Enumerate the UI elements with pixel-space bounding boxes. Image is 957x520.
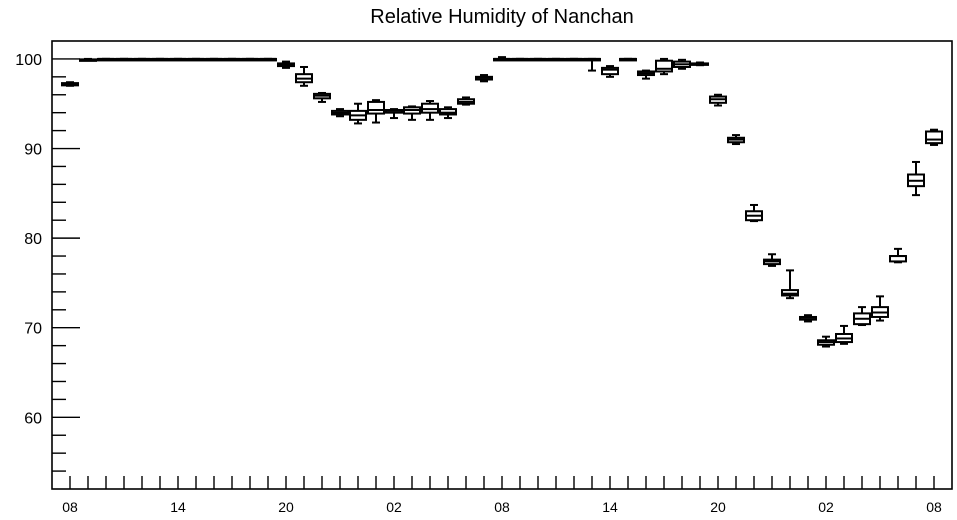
y-tick-label: 100 (15, 52, 42, 69)
box-plot (133, 57, 151, 62)
box-plot (691, 61, 709, 67)
box-plot (493, 56, 511, 62)
box-plot (673, 58, 691, 70)
box-plot (637, 69, 655, 80)
box-plot (745, 203, 763, 223)
box-plot (115, 57, 133, 62)
box-plot (151, 57, 169, 62)
y-tick-label: 60 (24, 410, 42, 427)
box-plot (889, 247, 907, 264)
box-plot (871, 295, 889, 322)
box-plot (565, 57, 583, 62)
box-plot (853, 306, 871, 327)
box-body (367, 100, 385, 115)
box-plot (619, 57, 637, 62)
box-plot (331, 108, 349, 118)
y-tick-label: 70 (24, 321, 42, 338)
box-plot (187, 57, 205, 62)
box-plot (601, 65, 619, 78)
box-series (61, 56, 943, 348)
x-tick-label: 20 (278, 499, 294, 515)
box-plot (439, 106, 457, 120)
box-plot (655, 57, 673, 76)
y-axis: 60 70 80 90 100 (15, 52, 80, 472)
x-tick-label: 08 (494, 499, 510, 515)
box-plot (205, 57, 223, 62)
box-plot (61, 81, 79, 87)
box-plot (709, 93, 727, 107)
y-tick-label: 80 (24, 231, 42, 248)
box-plot (223, 57, 241, 62)
box-plot (349, 102, 367, 125)
x-tick-label: 20 (710, 499, 726, 515)
box-plot (529, 57, 547, 62)
box-plot (241, 57, 259, 62)
box-plot (763, 253, 781, 267)
box-plot (475, 74, 493, 83)
box-plot (925, 128, 943, 146)
box-plot (295, 65, 313, 87)
box-plot (457, 96, 475, 106)
box-plot (385, 108, 403, 120)
x-tick-label: 02 (386, 499, 402, 515)
box-plot (421, 100, 439, 121)
box-plot (835, 324, 853, 345)
box-plot (97, 57, 115, 62)
box-body (925, 130, 943, 145)
box-plot (367, 99, 385, 124)
box-body (601, 66, 619, 76)
box-plot (511, 57, 529, 62)
box-plot (799, 314, 817, 323)
x-tick-label: 08 (926, 499, 942, 515)
box-plot (547, 57, 565, 62)
x-tick-label: 14 (602, 499, 618, 515)
x-tick-label: 14 (170, 499, 186, 515)
box-plot (907, 160, 925, 197)
box-plot (727, 134, 745, 146)
box-plot (277, 60, 295, 69)
box-plot (169, 57, 187, 62)
box-plot (817, 335, 835, 348)
box-plot (403, 105, 421, 121)
box-plot (313, 91, 331, 103)
x-axis: 08 14 20 02 08 14 20 02 08 (62, 476, 942, 515)
plot-frame (51, 40, 953, 490)
x-tick-label: 02 (818, 499, 834, 515)
box-body (655, 59, 673, 73)
box-plot (781, 269, 799, 300)
y-tick-label: 90 (24, 142, 42, 159)
x-tick-label: 08 (62, 499, 78, 515)
box-plot (583, 57, 601, 72)
chart-title: Relative Humidity of Nanchan (370, 6, 633, 28)
box-plot (79, 57, 97, 62)
box-plot (259, 57, 277, 62)
